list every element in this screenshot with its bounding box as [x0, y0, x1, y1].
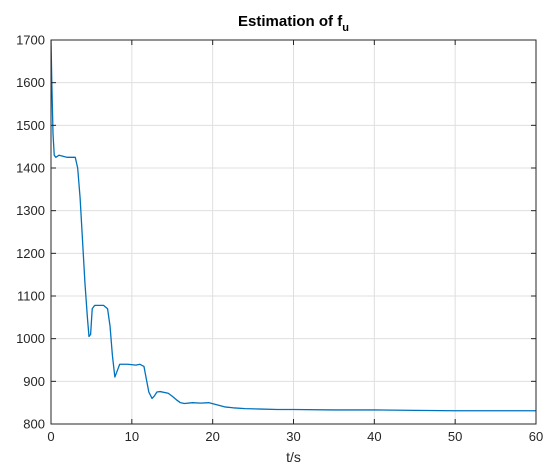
- x-tick-label: 50: [448, 429, 462, 444]
- y-tick-label: 1500: [16, 118, 45, 133]
- x-axis-label: t/s: [286, 449, 301, 465]
- y-tick-label: 1400: [16, 161, 45, 176]
- chart-title-main: Estimation of f: [238, 13, 343, 30]
- chart-title: Estimation of fu: [238, 13, 349, 34]
- x-tick-label: 60: [529, 429, 543, 444]
- y-tick-label: 1600: [16, 75, 45, 90]
- data-series-line: [51, 40, 536, 412]
- ticks: 0 10 20 30 40 50 60 800 900 1000 1100 1200 1300 1400 1…: [16, 33, 543, 445]
- y-tick-label: 1700: [16, 33, 45, 48]
- y-tick-label: 1200: [16, 246, 45, 261]
- y-tick-label: 1000: [16, 331, 45, 346]
- x-tick-label: 20: [205, 429, 219, 444]
- y-tick-label: 900: [23, 374, 45, 389]
- x-tick-label: 10: [125, 429, 139, 444]
- y-tick-label: 800: [23, 417, 45, 432]
- x-tick-label: 40: [367, 429, 381, 444]
- x-tick-label: 0: [47, 429, 54, 444]
- y-tick-label: 1100: [17, 289, 45, 304]
- x-tick-label: 30: [286, 429, 300, 444]
- line-layer: [51, 40, 536, 412]
- chart-title-subscript: u: [342, 22, 349, 34]
- y-tick-label: 1300: [16, 203, 45, 218]
